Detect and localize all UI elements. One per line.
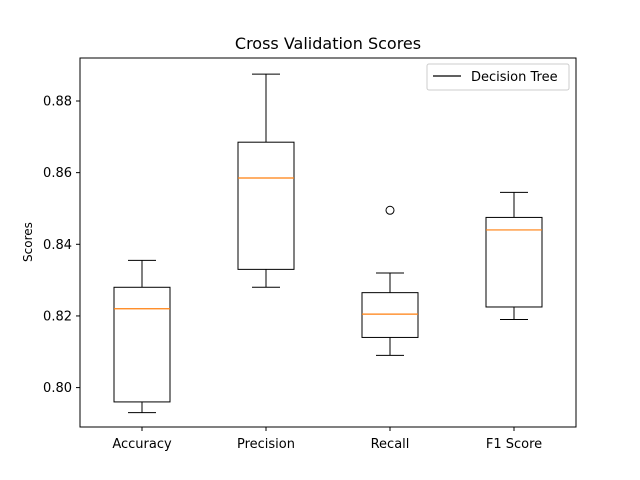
box-f1-score [485, 216, 543, 308]
legend-frame [426, 63, 570, 91]
box-precision [237, 141, 295, 270]
flier-recall-0 [385, 205, 395, 215]
x-tick-label-0: Accuracy [112, 437, 172, 452]
legend: Decision Tree [426, 63, 570, 91]
box-recall [361, 292, 419, 338]
y-tick-label-3: 0.86 [43, 166, 72, 181]
plot-area: 0.80 0.82 0.84 0.86 0.88 Accuracy Precision Rec… [43, 73, 543, 452]
plot-frame [79, 57, 577, 428]
x-tick-label-3: F1 Score [486, 437, 542, 452]
y-tick-label-4: 0.88 [43, 94, 72, 109]
chart-title: Cross Validation Scores [235, 34, 421, 53]
box-accuracy [113, 286, 171, 403]
legend-label-decision-tree: Decision Tree [471, 70, 558, 85]
y-axis-label: Scores [21, 222, 35, 262]
y-tick-label-1: 0.82 [43, 309, 72, 324]
y-tick-label-0: 0.80 [43, 381, 72, 396]
x-tick-label-2: Recall [371, 437, 410, 452]
x-tick-label-1: Precision [237, 437, 295, 452]
y-tick-label-2: 0.84 [43, 238, 72, 253]
